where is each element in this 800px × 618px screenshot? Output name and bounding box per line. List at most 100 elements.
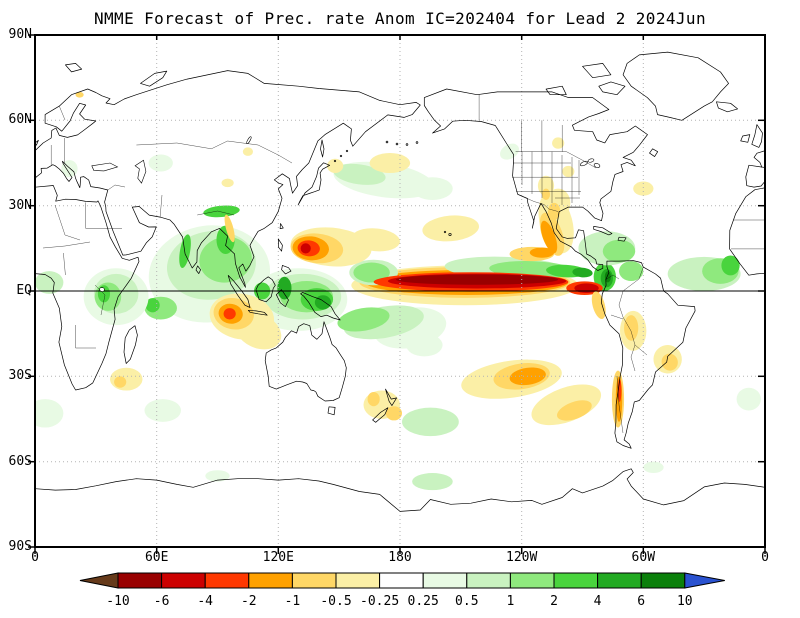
colorbar-label: -10 — [106, 594, 129, 609]
coastline-layer — [35, 51, 765, 512]
anomaly-scandinavia-dry-gold — [75, 91, 84, 98]
colorbar-arrow-right — [684, 572, 725, 589]
anomaly-antarctic-wet-pale2 — [643, 461, 664, 474]
coast-nz-south — [372, 407, 389, 423]
coast-hispaniola — [617, 236, 627, 242]
anomaly-cpac-subtrop-dry-pale — [422, 215, 479, 242]
anomaly-texas-dry-gold — [548, 202, 561, 220]
map-frame — [34, 34, 766, 548]
x-axis-label-60w: 60W — [631, 550, 656, 565]
colorbar-label: -0.5 — [320, 594, 351, 609]
colorbar-cell — [422, 572, 468, 589]
y-axis-label-90n: 90N — [8, 27, 32, 42]
x-axis-label-0a: 0 — [31, 550, 39, 565]
anomaly-centralasia-dry-pale — [221, 178, 234, 188]
colorbar-label: 6 — [637, 594, 645, 609]
anomaly-epac-itcz-wet-dark — [572, 267, 593, 278]
coast-ellesmere — [582, 63, 612, 79]
page-title: NMME Forecast of Prec. rate Anom IC=2024… — [93, 9, 706, 28]
lake-caspian-sea — [134, 159, 147, 184]
coast-eurasia — [35, 70, 421, 288]
colorbar-cell — [335, 572, 381, 589]
aleutian-islands — [415, 141, 419, 144]
anomaly-cpac-12n-dry-orange — [529, 247, 555, 258]
colorbar-cell — [379, 572, 424, 589]
anomaly-peru-coast-dry-gold — [591, 291, 606, 320]
colorbar-cell — [248, 572, 293, 589]
x-axis-label-60e: 60E — [144, 550, 169, 565]
coast-africa — [35, 185, 140, 391]
anomaly-philsea-dry-halo-east — [351, 228, 400, 252]
lakes-layer — [91, 136, 601, 292]
colorbar-label: -4 — [197, 594, 213, 609]
anomaly-colombia-wet-darkest — [604, 271, 611, 283]
coast-luzon — [277, 238, 283, 252]
anomaly-eq-pacific-dry-core — [395, 274, 559, 285]
x-axis-label-120w: 120W — [506, 550, 538, 565]
anomaly-npac-nw-dry-pale — [369, 153, 411, 173]
anomaly-philsea-dry-red — [300, 243, 311, 254]
anomaly-spac-chile-dry-gold — [556, 400, 592, 421]
anomaly-wpac-wet-md — [353, 262, 390, 283]
coast-uk-fragment — [751, 124, 763, 148]
coast-mindanao — [281, 265, 292, 275]
anomaly-npac-east-wet-pale — [412, 177, 453, 200]
colorbar: -10 -6 -4 -2 -1 -0.5 -0.25 0.25 0.5 1 2 4 6 10 — [79, 572, 725, 609]
colorbar-label: 1 — [506, 594, 514, 609]
colorbar-label: 2 — [550, 594, 558, 609]
hawaii-islands — [443, 230, 447, 234]
anomaly-baikal-dry-pale — [242, 147, 253, 156]
anomaly-spac-se-wet-lt — [402, 407, 459, 437]
lake-great-lakes — [579, 160, 589, 167]
anomaly-madagascar-s-dry-pale — [110, 367, 143, 391]
y-axis-label-30s: 30S — [8, 368, 32, 383]
x-axis-label-0b: 0 — [761, 550, 769, 565]
anomaly-canada-dry-pale — [552, 137, 565, 149]
anomaly-sebrazil-dry-gold — [661, 353, 678, 371]
anomaly-bengal-seasia-wet — [199, 236, 252, 283]
colorbar-cell — [597, 572, 642, 589]
anomaly-newguinea-wet-dark — [314, 295, 332, 310]
coast-south-america — [600, 260, 696, 449]
colorbar-cell — [161, 572, 206, 589]
coast-borneo — [255, 276, 276, 303]
anomaly-okhotsk-dry-pale — [327, 158, 344, 173]
anomaly-guinea-wet-lt — [35, 271, 64, 294]
coast-newguinea — [300, 292, 341, 321]
coast-france-fragment — [753, 150, 765, 168]
colorbar-cell — [640, 572, 686, 589]
anomaly-shading-layer — [35, 91, 761, 491]
colorbar-cell — [509, 572, 555, 589]
anomaly-samerica-dry-gold — [624, 315, 639, 341]
coast-svalbard — [65, 63, 83, 73]
colorbar-label: 0.5 — [455, 594, 478, 609]
coast-ireland — [740, 134, 751, 143]
kuril-islands — [339, 154, 343, 158]
colorbar-label: 4 — [594, 594, 602, 609]
coast-taiwan — [279, 223, 284, 229]
y-axis-label-60n: 60N — [8, 112, 32, 127]
anomaly-antarctic-wet-lt — [412, 473, 453, 491]
y-axis-label-60s: 60S — [8, 453, 32, 469]
hawaii-islands — [448, 232, 452, 237]
anomaly-spcz-wet-md — [337, 307, 390, 332]
y-axis-label-eq: EQ — [16, 283, 32, 298]
colorbar-arrow-left — [79, 572, 119, 589]
coast-sulawesi — [275, 289, 289, 307]
coast-cuba — [593, 226, 613, 236]
coast-srilanka — [195, 265, 201, 274]
anomaly-madagascar-s-dry-gold — [114, 376, 127, 388]
anomaly-caspian-wet-pale — [148, 154, 173, 172]
coast-tasmania — [327, 406, 336, 416]
kuril-islands — [333, 159, 337, 163]
coast-australia — [264, 321, 347, 402]
colorbar-cell — [553, 572, 599, 589]
colorbar-label: 0.25 — [408, 594, 439, 609]
colorbar-cell — [291, 572, 337, 589]
coast-greenland — [622, 51, 729, 121]
anomaly-gulfstream-dry-pale — [633, 181, 654, 196]
anomaly-wafrica-wet-core — [721, 255, 740, 276]
lake-black-sea — [91, 162, 119, 172]
coast-iceland — [716, 101, 738, 113]
anomaly-bc-coast-wet-pale — [500, 143, 519, 160]
